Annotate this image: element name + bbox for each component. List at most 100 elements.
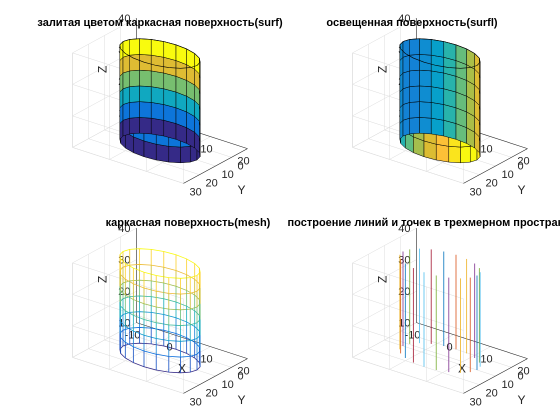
y-tick-label: 0 <box>518 160 524 172</box>
mesh-ring <box>119 279 201 311</box>
surface-face <box>409 117 420 135</box>
surface-face <box>402 102 411 121</box>
y-tick-label: 0 <box>518 370 524 382</box>
z-tick-label: 10 <box>398 318 410 330</box>
y-tick-label: 10 <box>502 379 514 391</box>
x-axis-label: X <box>178 362 186 376</box>
grid-line <box>352 357 464 394</box>
surface-face <box>402 70 411 90</box>
surface-face <box>402 117 411 137</box>
surface-face <box>122 39 131 58</box>
surface-face <box>419 101 432 119</box>
surface-face <box>460 146 471 164</box>
surface-face <box>150 117 165 137</box>
surface-face <box>430 102 445 121</box>
z-axis-label: Z <box>96 276 110 283</box>
surface-face <box>139 85 152 103</box>
chart-title-3: каркасная поверхность(mesh) <box>106 217 271 229</box>
grid-line <box>71 259 184 331</box>
surface-face <box>122 70 131 90</box>
surface-face <box>448 146 461 164</box>
z-axis-label: Z <box>376 66 390 73</box>
x-tick-label: 10 <box>480 354 492 366</box>
grid-line <box>72 357 184 394</box>
mesh-ring <box>119 295 201 326</box>
surface-face <box>435 143 450 163</box>
chart-title-2: освещенная поверхность(surfl) <box>326 17 497 29</box>
z-tick-label: 40 <box>118 13 130 25</box>
surface-face <box>150 86 165 105</box>
y-tick-label: 30 <box>470 396 482 408</box>
surface-face <box>409 69 420 87</box>
y-axis <box>463 148 528 184</box>
z-axis-label: Z <box>376 276 390 283</box>
x-tick-label: 20 <box>517 156 529 168</box>
x-tick-label: 20 <box>237 366 249 378</box>
surface-face <box>122 86 131 105</box>
x-tick-label: -10 <box>125 330 141 342</box>
surface-face <box>150 102 165 121</box>
y-tick-label: 10 <box>502 169 514 181</box>
surface-face <box>419 85 432 103</box>
x-tick-label: -10 <box>405 330 421 342</box>
z-tick-label: 20 <box>398 286 410 298</box>
z-tick-label: 30 <box>118 255 130 267</box>
grid-line <box>352 147 464 184</box>
surface-face <box>122 102 131 121</box>
z-tick-label: 10 <box>118 318 130 330</box>
chart-title-1: залитая цветом каркасная поверхность(sur… <box>37 17 283 29</box>
surface-face <box>430 54 445 74</box>
z-tick-label: 40 <box>118 223 130 235</box>
x-axis <box>416 322 528 359</box>
surface-face <box>409 101 420 119</box>
surface-face <box>129 85 140 103</box>
surface-face <box>419 69 432 87</box>
z-tick-label: 40 <box>398 223 410 235</box>
surface-face <box>150 70 165 90</box>
y-axis <box>183 148 248 184</box>
surface-top-edge <box>119 38 201 69</box>
surface-face <box>155 143 170 163</box>
y-tick-label: 30 <box>190 396 202 408</box>
x-tick-label: 10 <box>200 144 212 156</box>
surface-top-edge <box>399 38 481 69</box>
x-tick-label: 10 <box>200 354 212 366</box>
y-tick-label: 20 <box>206 178 218 190</box>
surface-face <box>409 38 420 56</box>
surface-face <box>122 117 131 137</box>
surface-face <box>129 69 140 87</box>
y-tick-label: 20 <box>206 388 218 400</box>
grid-line <box>351 259 464 331</box>
surface-face <box>122 54 131 74</box>
surface-face <box>168 146 181 164</box>
surface-face <box>129 38 140 56</box>
mesh-ring <box>119 264 201 295</box>
y-tick-label: 10 <box>222 169 234 181</box>
surface-face <box>180 146 191 164</box>
z-axis-label: Z <box>96 66 110 73</box>
surface-face <box>419 117 432 135</box>
surface-face <box>402 86 411 105</box>
surface-face <box>150 54 165 74</box>
chart-title-4: построение линий и точек в трехмерном пр… <box>288 217 560 229</box>
y-tick-label: 0 <box>238 370 244 382</box>
surface-face <box>139 117 152 135</box>
x-tick-label: 0 <box>446 342 452 354</box>
surface-face <box>430 39 445 58</box>
y-axis-label: Y <box>517 393 525 407</box>
x-tick-label: 10 <box>480 144 492 156</box>
y-tick-label: 30 <box>470 186 482 198</box>
y-axis-label: Y <box>237 183 245 197</box>
y-tick-label: 20 <box>486 388 498 400</box>
surface-face <box>419 38 432 56</box>
grid-line <box>71 290 184 363</box>
x-axis-label: X <box>458 362 466 376</box>
surface-face <box>430 86 445 105</box>
surface-face <box>402 39 411 58</box>
y-tick-label: 20 <box>486 178 498 190</box>
surface-face <box>430 70 445 90</box>
